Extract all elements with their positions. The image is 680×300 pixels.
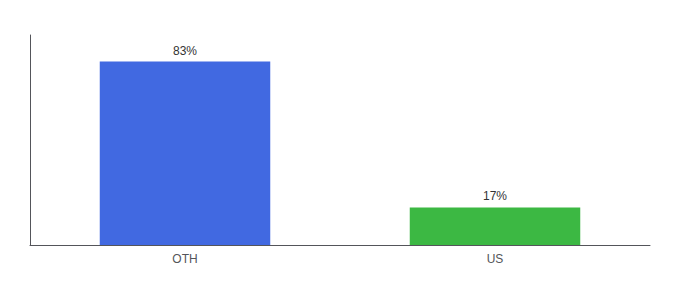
svg-text:OTH: OTH: [172, 252, 197, 266]
svg-text:83%: 83%: [173, 44, 197, 58]
svg-text:17%: 17%: [483, 189, 507, 203]
svg-text:US: US: [487, 252, 504, 266]
